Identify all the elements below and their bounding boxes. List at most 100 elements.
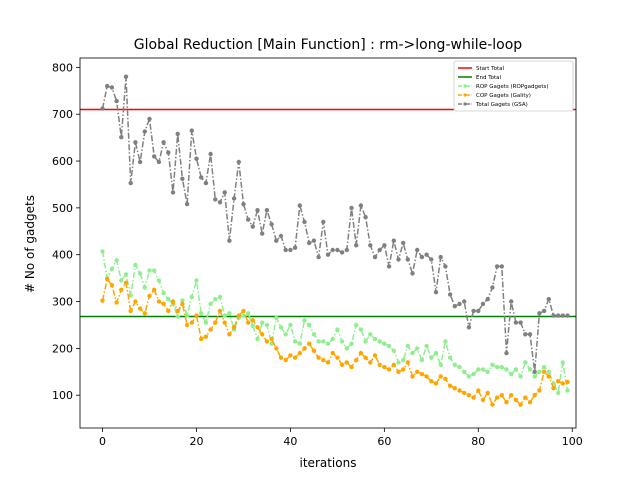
- rop-data-point: [415, 346, 420, 351]
- rop-data-point: [325, 341, 331, 346]
- rop-data-point: [358, 327, 364, 332]
- cop-series-line: [101, 277, 568, 407]
- rop-data-point: [274, 315, 279, 321]
- total-data-point: [297, 203, 302, 208]
- total-series-line: [101, 76, 568, 372]
- cop-data-point: [405, 360, 410, 365]
- cop-data-point: [556, 379, 561, 384]
- cop-data-point: [560, 381, 565, 386]
- cop-data-point: [100, 298, 105, 303]
- cop-data-point: [527, 400, 533, 405]
- cop-data-point: [443, 376, 448, 381]
- cop-data-point: [142, 311, 147, 316]
- total-data-point: [560, 313, 565, 318]
- cop-data-point: [401, 367, 406, 372]
- x-axis-label: iterations: [300, 456, 357, 470]
- total-data-point: [119, 135, 124, 140]
- rop-data-point: [466, 374, 472, 379]
- total-data-point: [499, 264, 504, 269]
- total-data-point: [260, 231, 265, 236]
- legend-label: Total Gagets (GSA): [475, 102, 528, 108]
- rop-data-point: [405, 343, 410, 349]
- rop-data-point: [494, 364, 500, 370]
- cop-data-point: [504, 400, 509, 405]
- total-data-point: [518, 320, 523, 325]
- legend-marker: [463, 102, 467, 106]
- rop-data-point: [523, 360, 528, 365]
- rop-data-point: [260, 320, 265, 325]
- cop-data-point: [509, 393, 514, 398]
- total-data-point: [527, 332, 533, 337]
- cop-data-point: [246, 320, 251, 325]
- y-tick-label: 300: [52, 296, 73, 309]
- rop-data-point: [194, 278, 199, 283]
- total-data-point: [541, 308, 547, 314]
- cop-data-point: [264, 339, 270, 344]
- total-data-point: [137, 159, 143, 165]
- cop-data-point: [128, 308, 133, 314]
- total-data-point: [147, 116, 152, 122]
- cop-data-point: [410, 374, 415, 379]
- cop-data-point: [231, 325, 237, 330]
- cop-data-point: [123, 280, 129, 285]
- rop-data-point: [419, 357, 425, 363]
- total-data-point: [556, 313, 561, 318]
- total-data-point: [490, 285, 495, 290]
- rop-data-point: [560, 360, 565, 365]
- x-tick-label: 80: [471, 435, 485, 448]
- total-data-point: [321, 219, 326, 225]
- rop-data-point: [401, 357, 406, 363]
- legend: Start Total End Total ROP Gagets (ROPgadge…: [453, 60, 574, 112]
- rop-data-point: [100, 249, 105, 254]
- cop-data-point: [311, 348, 317, 353]
- cop-data-point: [297, 350, 302, 356]
- rop-data-point: [241, 313, 246, 318]
- rop-data-point: [556, 390, 561, 396]
- cop-data-point: [170, 299, 176, 304]
- total-data-point: [537, 311, 542, 316]
- rop-data-point: [133, 262, 138, 268]
- legend-box: [453, 60, 574, 112]
- total-data-point: [236, 159, 241, 165]
- total-data-point: [335, 247, 340, 253]
- cop-data-point: [325, 360, 331, 365]
- y-tick-label: 500: [52, 202, 73, 215]
- total-data-point: [316, 254, 321, 260]
- rop-data-point: [217, 294, 223, 300]
- total-data-point: [363, 215, 368, 220]
- rop-data-point: [222, 313, 227, 318]
- rop-data-point: [377, 339, 382, 344]
- y-axis-label: # No of gadgets: [23, 195, 37, 293]
- total-data-point: [452, 304, 457, 309]
- y-tick-label: 600: [52, 155, 73, 168]
- cop-data-point: [283, 357, 288, 363]
- total-data-point: [433, 290, 439, 295]
- cop-data-point: [513, 397, 519, 403]
- cop-data-point: [565, 379, 570, 385]
- total-data-point: [264, 208, 270, 213]
- cop-data-point: [137, 306, 143, 311]
- total-data-point: [471, 308, 476, 314]
- cop-data-point: [368, 360, 373, 365]
- rop-data-point: [297, 341, 302, 346]
- rop-data-point: [302, 318, 307, 323]
- cop-data-point: [208, 327, 213, 332]
- total-data-point: [208, 151, 213, 157]
- rop-data-point: [161, 290, 166, 296]
- rop-data-point: [180, 298, 185, 303]
- legend-label: ROP Gagets (ROPgadgets): [476, 84, 549, 90]
- total-data-point: [419, 254, 425, 260]
- cop-data-point: [339, 362, 345, 367]
- x-tick-label: 20: [189, 435, 203, 448]
- cop-data-point: [485, 390, 490, 396]
- total-data-point: [311, 238, 317, 243]
- rop-data-point: [152, 268, 157, 273]
- rop-data-point: [532, 374, 537, 379]
- cop-data-point: [114, 300, 119, 305]
- rop-data-point: [382, 341, 387, 346]
- rop-data-point: [476, 367, 481, 372]
- total-data-point: [429, 257, 434, 262]
- cop-data-point: [330, 350, 335, 356]
- rop-data-point: [119, 278, 124, 283]
- cop-data-point: [269, 336, 274, 342]
